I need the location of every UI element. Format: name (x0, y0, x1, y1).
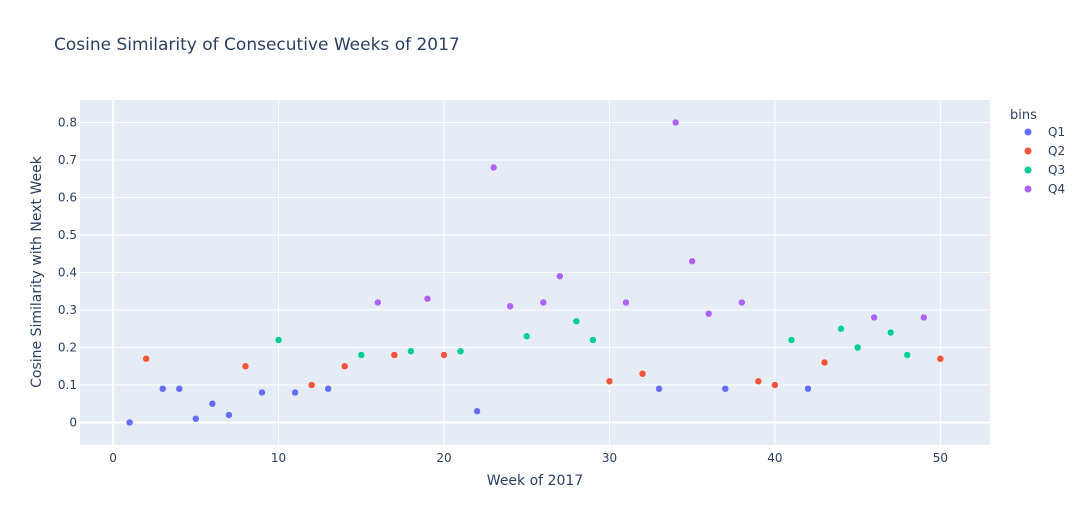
x-tick-label: 40 (767, 451, 782, 465)
y-tick-label: 0.3 (58, 303, 77, 317)
data-point (158, 385, 167, 393)
y-tick-label: 0.1 (58, 378, 77, 392)
data-point (787, 336, 796, 344)
legend-label: Q4 (1048, 182, 1065, 196)
data-point (837, 325, 845, 333)
data-point (274, 336, 283, 344)
data-point (324, 385, 332, 393)
data-point (522, 332, 531, 340)
y-tick-label: 0.5 (58, 228, 77, 242)
data-point (771, 381, 779, 389)
data-point (738, 298, 746, 307)
data-point (704, 310, 713, 318)
data-point (175, 385, 184, 393)
series-q3 (274, 317, 912, 359)
legend: bins Q1 Q2 Q3 Q4 (1010, 108, 1065, 196)
x-axis-ticks: 0 10 20 30 40 50 (109, 451, 948, 465)
y-tick-label: 0 (69, 416, 77, 430)
data-point (258, 388, 266, 397)
legend-marker (1024, 147, 1032, 155)
data-point (291, 388, 299, 397)
legend-item-q2[interactable]: Q2 (1024, 144, 1066, 158)
data-point (605, 377, 614, 385)
legend-item-q3[interactable]: Q3 (1024, 163, 1066, 177)
legend-item-q4[interactable]: Q4 (1024, 182, 1066, 196)
y-axis-ticks: 0 0.1 0.2 0.3 0.4 0.5 0.6 0.7 0.8 (58, 116, 77, 430)
legend-label: Q3 (1048, 163, 1065, 177)
data-point (307, 381, 316, 389)
legend-marker (1024, 166, 1032, 174)
x-tick-label: 10 (271, 451, 286, 465)
series-q1 (125, 385, 812, 427)
y-tick-label: 0.7 (58, 153, 77, 167)
data-point (754, 377, 763, 385)
data-point (208, 400, 217, 408)
x-tick-label: 20 (436, 451, 451, 465)
x-tick-label: 30 (602, 451, 617, 465)
data-point (423, 295, 432, 303)
grid-lines (80, 100, 990, 445)
data-point (589, 336, 597, 344)
data-point (936, 355, 945, 363)
y-tick-label: 0.8 (58, 116, 77, 130)
legend-title: bins (1010, 108, 1037, 123)
data-point (655, 385, 663, 393)
data-point (489, 163, 498, 172)
data-point (622, 298, 630, 307)
data-point (473, 407, 481, 415)
data-point (572, 317, 581, 325)
data-point (556, 272, 564, 280)
data-point (192, 415, 200, 423)
y-tick-label: 0.6 (58, 191, 77, 205)
x-tick-label: 0 (109, 451, 117, 465)
data-point (804, 385, 812, 393)
y-axis-title: Cosine Similarity with Next Week (29, 155, 45, 388)
data-point (638, 370, 647, 378)
x-tick-label: 50 (933, 451, 948, 465)
data-point (241, 362, 250, 370)
data-point (390, 351, 399, 359)
data-point (671, 118, 680, 127)
data-point (374, 298, 382, 307)
data-point (920, 313, 928, 322)
legend-item-q1[interactable]: Q1 (1024, 125, 1066, 139)
legend-label: Q2 (1048, 144, 1065, 158)
data-point (886, 328, 895, 337)
chart-title: Cosine Similarity of Consecutive Weeks o… (54, 35, 460, 55)
y-tick-label: 0.2 (58, 341, 77, 355)
data-point (357, 351, 366, 359)
data-point (853, 343, 862, 352)
data-point (456, 347, 465, 355)
data-point (870, 313, 878, 322)
series-q2 (142, 351, 945, 389)
series-q4 (374, 118, 928, 322)
data-point (440, 351, 448, 359)
data-point (142, 355, 150, 363)
data-point (903, 351, 912, 359)
legend-marker (1024, 185, 1032, 193)
data-point (721, 385, 730, 393)
y-tick-label: 0.4 (58, 266, 77, 280)
data-point (340, 362, 349, 370)
data-point (225, 411, 233, 419)
data-point (539, 298, 548, 307)
data-point (820, 358, 829, 367)
data-points (125, 118, 945, 427)
data-point (407, 347, 415, 355)
data-point (688, 257, 696, 265)
legend-label: Q1 (1048, 125, 1065, 139)
x-axis-title: Week of 2017 (487, 473, 583, 489)
data-point (506, 302, 514, 310)
data-point (125, 418, 134, 427)
legend-marker (1024, 128, 1032, 136)
